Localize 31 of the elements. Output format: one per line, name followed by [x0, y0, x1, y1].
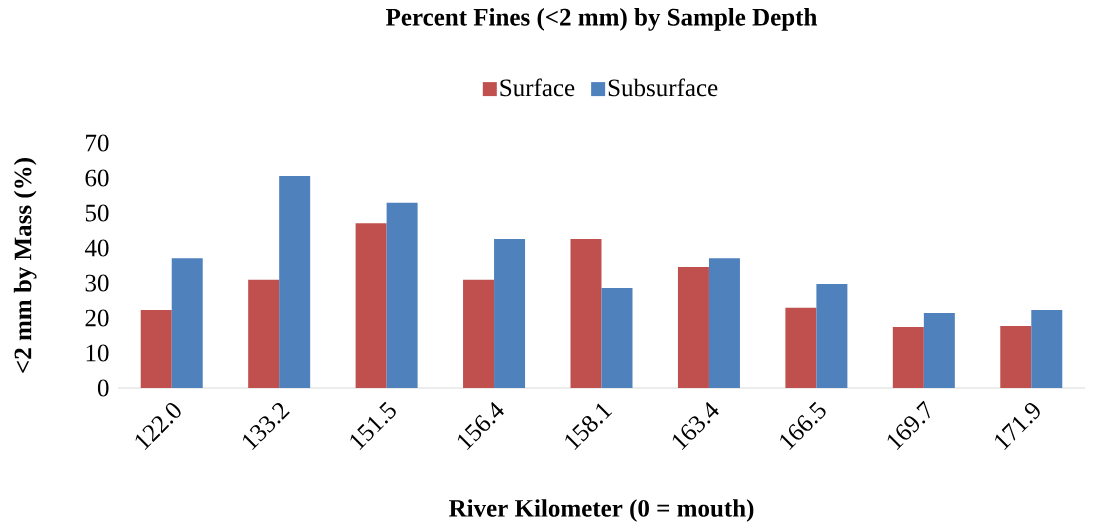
y-tick-label: 0 — [97, 379, 109, 397]
bar — [463, 279, 495, 388]
bar — [171, 258, 203, 388]
bar — [248, 279, 280, 388]
legend-label: Subsurface — [608, 78, 718, 97]
y-axis-title: <2 mm by Mass (%) — [13, 158, 37, 373]
bar — [355, 223, 387, 388]
bar — [140, 309, 172, 388]
x-axis-title: River Kilometer (0 = mouth) — [449, 499, 754, 522]
bar — [386, 202, 418, 388]
y-tick-label: 70 — [86, 134, 109, 152]
bar — [677, 266, 709, 388]
bar — [601, 287, 633, 388]
bar — [892, 327, 924, 388]
y-tick-label: 60 — [85, 169, 109, 187]
bar — [1031, 309, 1063, 388]
bar — [708, 258, 740, 388]
y-tick-label: 30 — [85, 274, 109, 292]
legend-label: Surface — [500, 78, 575, 97]
chart-title: Percent Fines (<2 mm) by Sample Depth — [386, 8, 818, 31]
bar — [785, 307, 817, 388]
y-tick-label: 20 — [85, 309, 109, 327]
bar — [923, 313, 955, 388]
y-tick-label: 40 — [84, 239, 109, 257]
bar — [816, 284, 848, 388]
bar — [570, 238, 602, 388]
bar — [279, 175, 311, 388]
bar — [494, 238, 526, 388]
bar — [1000, 326, 1032, 388]
y-tick-label: 10 — [86, 344, 109, 362]
y-tick-label: 50 — [85, 204, 109, 222]
